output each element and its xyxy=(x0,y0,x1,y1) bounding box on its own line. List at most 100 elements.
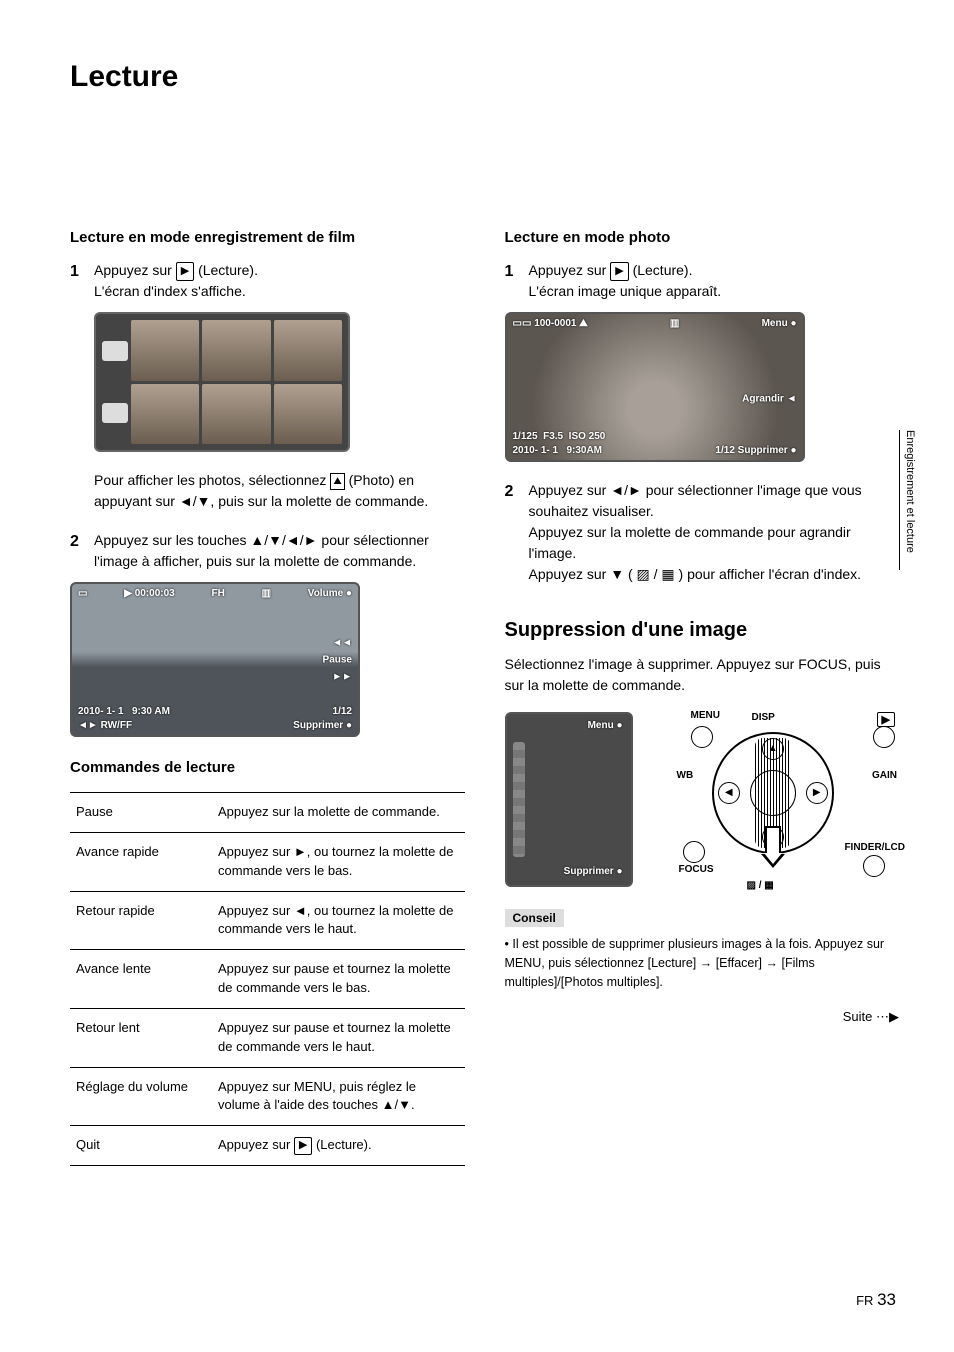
cmd-desc: Appuyez sur ▶ (Lecture). xyxy=(212,1126,464,1166)
dial-focus-label: FOCUS xyxy=(679,864,714,875)
step-text: L'écran d'index s'affiche. xyxy=(94,283,246,299)
suppression-heading: Suppression d'une image xyxy=(505,619,900,642)
tip-item: Il est possible de supprimer plusieurs i… xyxy=(505,935,900,991)
table-row: Avance lenteAppuyez sur pause et tournez… xyxy=(70,950,465,1009)
tips-list: Il est possible de supprimer plusieurs i… xyxy=(505,935,900,991)
overlay-menu: Menu ● xyxy=(762,318,797,329)
overlay-forward-icon: ►► xyxy=(332,671,352,682)
overlay-clock: 9:30 AM xyxy=(132,706,170,717)
cmd-desc: Appuyez sur ◄, ou tournez la molette de … xyxy=(212,891,464,950)
overlay-date: 2010- 1- 1 xyxy=(78,706,124,717)
dial-right: ▶ xyxy=(806,782,828,804)
overlay-supprimer: Supprimer ● xyxy=(564,866,623,877)
step-text: (Lecture). xyxy=(629,262,693,278)
dial-button xyxy=(873,726,895,748)
step-number: 1 xyxy=(505,260,519,302)
suppression-diagram: Menu ● Supprimer ● MENU DISP ▶ ▲ ◀ ▶ ▼ xyxy=(505,712,900,887)
photo-select-note: Pour afficher les photos, sélectionnez ⛰… xyxy=(94,470,465,512)
step-text: Appuyez sur ◄/► pour sélectionner l'imag… xyxy=(529,482,862,519)
left-column: Lecture en mode enregistrement de film 1… xyxy=(70,229,465,1166)
photo-icon: ⛰ xyxy=(330,473,344,490)
overlay-play-icon: ▶ xyxy=(124,588,132,599)
dial-wb-label: WB xyxy=(677,770,694,781)
cmd-desc: Appuyez sur MENU, puis réglez le volume … xyxy=(212,1067,464,1126)
arrow-down-icon xyxy=(765,826,781,856)
step-text: (Lecture). xyxy=(194,262,258,278)
step-number: 2 xyxy=(70,530,84,572)
index-screen-figure xyxy=(94,312,350,452)
table-row: Retour lentAppuyez sur pause et tournez … xyxy=(70,1008,465,1067)
right-column: Lecture en mode photo 1 Appuyez sur ▶ (L… xyxy=(505,229,900,1166)
overlay-rwff: ◄► RW/FF xyxy=(78,720,132,731)
photo-screen-figure: ▭▭ 100-0001 ⛰ ▥ Menu ● Agrandir ◄ 1/125 … xyxy=(505,312,805,462)
cmd-desc: Appuyez sur pause et tournez la molette … xyxy=(212,950,464,1009)
table-row: QuitAppuyez sur ▶ (Lecture). xyxy=(70,1126,465,1166)
overlay-clock: 9:30AM xyxy=(566,445,602,456)
overlay-card-icon: ▭▭ xyxy=(513,318,532,329)
film-step-2: 2 Appuyez sur les touches ▲/▼/◄/► pour s… xyxy=(70,530,465,572)
step-text: Appuyez sur ▼ ( ▨ / ▦ ) pour afficher l'… xyxy=(529,566,862,582)
table-row: Avance rapideAppuyez sur ►, ou tournez l… xyxy=(70,832,465,891)
overlay-date: 2010- 1- 1 xyxy=(513,445,559,456)
control-dial-figure: MENU DISP ▶ ▲ ◀ ▶ ▼ WB GAIN FOCUS xyxy=(647,712,900,887)
cmd-name: Réglage du volume xyxy=(70,1067,212,1126)
play-icon: ▶ xyxy=(294,1137,312,1155)
overlay-battery-icon: ▥ xyxy=(262,588,271,599)
cmd-desc: Appuyez sur pause et tournez la molette … xyxy=(212,1008,464,1067)
step-number: 1 xyxy=(70,260,84,302)
overlay-supprimer: Supprimer ● xyxy=(738,445,797,456)
page-title: Lecture xyxy=(70,60,899,94)
side-tab: Enregistrement et lecture xyxy=(899,430,916,570)
step-text: Appuyez sur xyxy=(529,262,611,278)
dial-up: ▲ xyxy=(762,738,784,760)
dial-disp-label: DISP xyxy=(752,712,775,723)
overlay-shutter: 1/125 xyxy=(513,431,538,442)
table-row: Réglage du volumeAppuyez sur MENU, puis … xyxy=(70,1067,465,1126)
dial-button xyxy=(691,726,713,748)
overlay-supprimer: Supprimer ● xyxy=(293,720,352,731)
table-row: Retour rapideAppuyez sur ◄, ou tournez l… xyxy=(70,891,465,950)
play-icon: ▶ xyxy=(176,262,194,281)
dial-left: ◀ xyxy=(718,782,740,804)
play-icon: ▶ xyxy=(877,712,895,727)
overlay-folder: 100-0001 xyxy=(534,318,576,329)
menu-screenshot: Menu ● Supprimer ● xyxy=(505,712,633,887)
commands-heading: Commandes de lecture xyxy=(70,759,465,776)
overlay-pause: Pause xyxy=(323,654,352,665)
commands-table: PauseAppuyez sur la molette de commande.… xyxy=(70,792,465,1166)
cmd-name: Retour lent xyxy=(70,1008,212,1067)
step-text: L'écran image unique apparaît. xyxy=(529,283,722,299)
suppression-lead: Sélectionnez l'image à supprimer. Appuye… xyxy=(505,654,900,696)
play-icon: ▶ xyxy=(610,262,628,281)
overlay-photo-icon: ⛰ xyxy=(579,318,587,329)
overlay-battery-icon: ▥ xyxy=(670,318,679,329)
overlay-menu: Menu ● xyxy=(588,720,623,731)
overlay-count: 1/12 xyxy=(333,706,352,717)
dial-gain-label: GAIN xyxy=(872,770,897,781)
overlay-volume: Volume ● xyxy=(308,588,352,599)
overlay-card-icon: ▭ xyxy=(78,588,87,599)
photo-step-1: 1 Appuyez sur ▶ (Lecture). L'écran image… xyxy=(505,260,900,302)
suite-indicator: Suite ⋯▶ xyxy=(505,1009,900,1025)
overlay-rewind-icon: ◄◄ xyxy=(332,637,352,648)
conseil-label: Conseil xyxy=(505,909,564,927)
photo-playback-heading: Lecture en mode photo xyxy=(505,229,900,246)
cmd-name: Avance rapide xyxy=(70,832,212,891)
cmd-name: Retour rapide xyxy=(70,891,212,950)
cmd-desc: Appuyez sur ►, ou tournez la molette de … xyxy=(212,832,464,891)
dial-finder-label: FINDER/LCD xyxy=(844,842,905,853)
photo-step-2: 2 Appuyez sur ◄/► pour sélectionner l'im… xyxy=(505,480,900,585)
overlay-fstop: F3.5 xyxy=(543,431,563,442)
step-text: Appuyez sur les touches ▲/▼/◄/► pour sél… xyxy=(94,530,465,572)
overlay-agrandir: Agrandir ◄ xyxy=(742,393,796,404)
dial-ring: ▲ ◀ ▶ ▼ xyxy=(712,732,834,854)
step-text: Appuyez sur xyxy=(94,262,176,278)
overlay-iso: ISO 250 xyxy=(569,431,606,442)
overlay-fh: FH xyxy=(211,588,224,599)
cmd-name: Quit xyxy=(70,1126,212,1166)
dial-button xyxy=(683,841,705,863)
page-number: FR 33 xyxy=(856,1290,896,1310)
playback-screen-figure: ▭ ▶ 00:00:03 FH ▥ Volume ● ◄◄ Pause ►► 2… xyxy=(70,582,360,737)
dial-bottom-label: ▨ / ▦ xyxy=(747,880,774,891)
overlay-time: 00:00:03 xyxy=(135,588,175,599)
